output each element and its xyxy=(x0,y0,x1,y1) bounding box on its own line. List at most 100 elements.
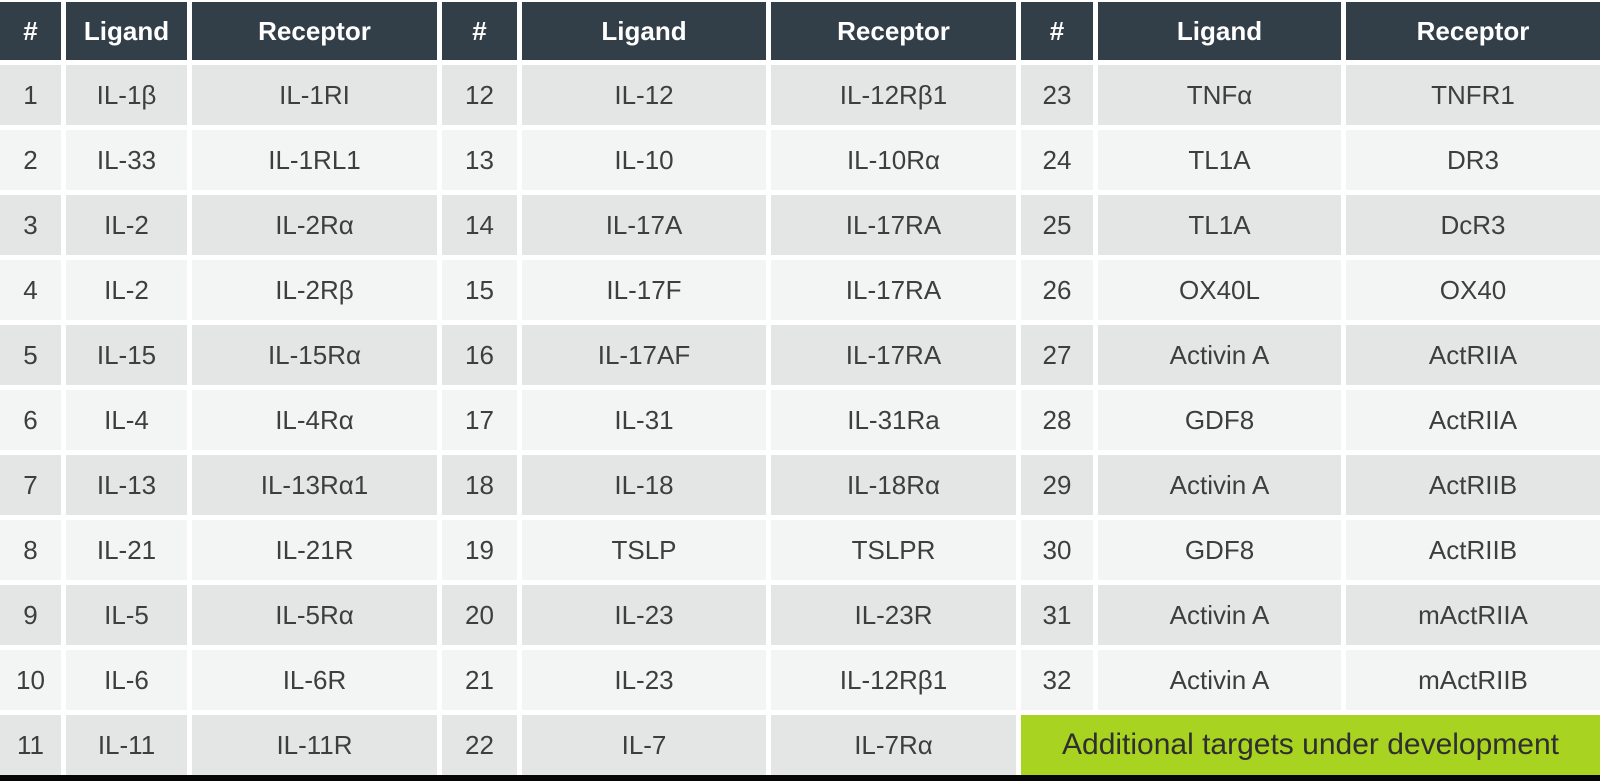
cell-receptor: DR3 xyxy=(1346,130,1600,190)
cell-ligand: IL-5 xyxy=(66,585,187,645)
cell-num: 19 xyxy=(442,520,517,580)
column-header-num: # xyxy=(442,2,517,60)
cell-num: 20 xyxy=(442,585,517,645)
cell-receptor: IL-23R xyxy=(771,585,1016,645)
cell-receptor: IL-5Rα xyxy=(192,585,437,645)
cell-num: 30 xyxy=(1021,520,1093,580)
cell-receptor: IL-21R xyxy=(192,520,437,580)
cell-receptor: IL-17RA xyxy=(771,195,1016,255)
cell-receptor: IL-1RI xyxy=(192,65,437,125)
cell-num: 7 xyxy=(0,455,61,515)
cell-ligand: IL-23 xyxy=(522,585,766,645)
cell-receptor: IL-12Rβ1 xyxy=(771,650,1016,710)
cell-ligand: IL-10 xyxy=(522,130,766,190)
cell-ligand: GDF8 xyxy=(1098,520,1341,580)
cell-receptor: IL-31Ra xyxy=(771,390,1016,450)
cell-ligand: IL-17A xyxy=(522,195,766,255)
cell-num: 1 xyxy=(0,65,61,125)
column-header-receptor: Receptor xyxy=(192,2,437,60)
cell-ligand: Activin A xyxy=(1098,585,1341,645)
column-header-receptor: Receptor xyxy=(1346,2,1600,60)
column-header-receptor: Receptor xyxy=(771,2,1016,60)
cell-num: 24 xyxy=(1021,130,1093,190)
cell-ligand: Activin A xyxy=(1098,455,1341,515)
cell-ligand: TNFα xyxy=(1098,65,1341,125)
cell-ligand: IL-23 xyxy=(522,650,766,710)
cell-receptor: DcR3 xyxy=(1346,195,1600,255)
cell-ligand: IL-11 xyxy=(66,715,187,775)
cell-num: 27 xyxy=(1021,325,1093,385)
cell-ligand: IL-6 xyxy=(66,650,187,710)
column-header-ligand: Ligand xyxy=(522,2,766,60)
cell-num: 15 xyxy=(442,260,517,320)
cell-ligand: TSLP xyxy=(522,520,766,580)
cell-receptor: IL-18Rα xyxy=(771,455,1016,515)
cell-num: 6 xyxy=(0,390,61,450)
cell-receptor: ActRIIA xyxy=(1346,325,1600,385)
cell-ligand: IL-17F xyxy=(522,260,766,320)
cell-receptor: IL-2Rβ xyxy=(192,260,437,320)
cell-ligand: Activin A xyxy=(1098,650,1341,710)
bottom-border xyxy=(0,775,1600,781)
cell-ligand: Activin A xyxy=(1098,325,1341,385)
cell-receptor: ActRIIB xyxy=(1346,455,1600,515)
cell-ligand: IL-2 xyxy=(66,195,187,255)
cell-num: 2 xyxy=(0,130,61,190)
cell-num: 9 xyxy=(0,585,61,645)
cell-ligand: TL1A xyxy=(1098,130,1341,190)
cell-receptor: IL-1RL1 xyxy=(192,130,437,190)
cell-receptor: IL-11R xyxy=(192,715,437,775)
cell-receptor: ActRIIB xyxy=(1346,520,1600,580)
column-header-ligand: Ligand xyxy=(1098,2,1341,60)
cell-receptor: ActRIIA xyxy=(1346,390,1600,450)
cell-num: 8 xyxy=(0,520,61,580)
cell-num: 31 xyxy=(1021,585,1093,645)
cell-ligand: IL-1β xyxy=(66,65,187,125)
cell-ligand: GDF8 xyxy=(1098,390,1341,450)
cell-ligand: IL-15 xyxy=(66,325,187,385)
cell-num: 12 xyxy=(442,65,517,125)
cell-receptor: OX40 xyxy=(1346,260,1600,320)
column-header-ligand: Ligand xyxy=(66,2,187,60)
cell-ligand: IL-12 xyxy=(522,65,766,125)
cell-ligand: IL-21 xyxy=(66,520,187,580)
cell-receptor: IL-17RA xyxy=(771,260,1016,320)
cell-receptor: IL-17RA xyxy=(771,325,1016,385)
cell-ligand: IL-2 xyxy=(66,260,187,320)
cell-receptor: IL-15Rα xyxy=(192,325,437,385)
cell-num: 22 xyxy=(442,715,517,775)
cell-num: 18 xyxy=(442,455,517,515)
cell-receptor: mActRIIA xyxy=(1346,585,1600,645)
additional-targets-banner: Additional targets under development xyxy=(1021,715,1600,775)
cell-num: 10 xyxy=(0,650,61,710)
cell-ligand: IL-4 xyxy=(66,390,187,450)
cell-num: 13 xyxy=(442,130,517,190)
cell-num: 32 xyxy=(1021,650,1093,710)
cell-ligand: TL1A xyxy=(1098,195,1341,255)
cell-receptor: IL-6R xyxy=(192,650,437,710)
cell-receptor: IL-13Rα1 xyxy=(192,455,437,515)
cell-receptor: IL-12Rβ1 xyxy=(771,65,1016,125)
cell-num: 25 xyxy=(1021,195,1093,255)
cell-receptor: TSLPR xyxy=(771,520,1016,580)
column-header-num: # xyxy=(1021,2,1093,60)
cell-num: 26 xyxy=(1021,260,1093,320)
cell-num: 14 xyxy=(442,195,517,255)
cell-num: 28 xyxy=(1021,390,1093,450)
cell-ligand: IL-13 xyxy=(66,455,187,515)
cell-ligand: IL-18 xyxy=(522,455,766,515)
cell-receptor: IL-4Rα xyxy=(192,390,437,450)
cell-num: 4 xyxy=(0,260,61,320)
cell-num: 3 xyxy=(0,195,61,255)
cell-num: 5 xyxy=(0,325,61,385)
cell-receptor: IL-10Rα xyxy=(771,130,1016,190)
cell-ligand: IL-7 xyxy=(522,715,766,775)
cell-num: 29 xyxy=(1021,455,1093,515)
cell-ligand: IL-17AF xyxy=(522,325,766,385)
cell-num: 17 xyxy=(442,390,517,450)
cell-receptor: TNFR1 xyxy=(1346,65,1600,125)
cell-receptor: IL-7Rα xyxy=(771,715,1016,775)
cell-ligand: IL-33 xyxy=(66,130,187,190)
